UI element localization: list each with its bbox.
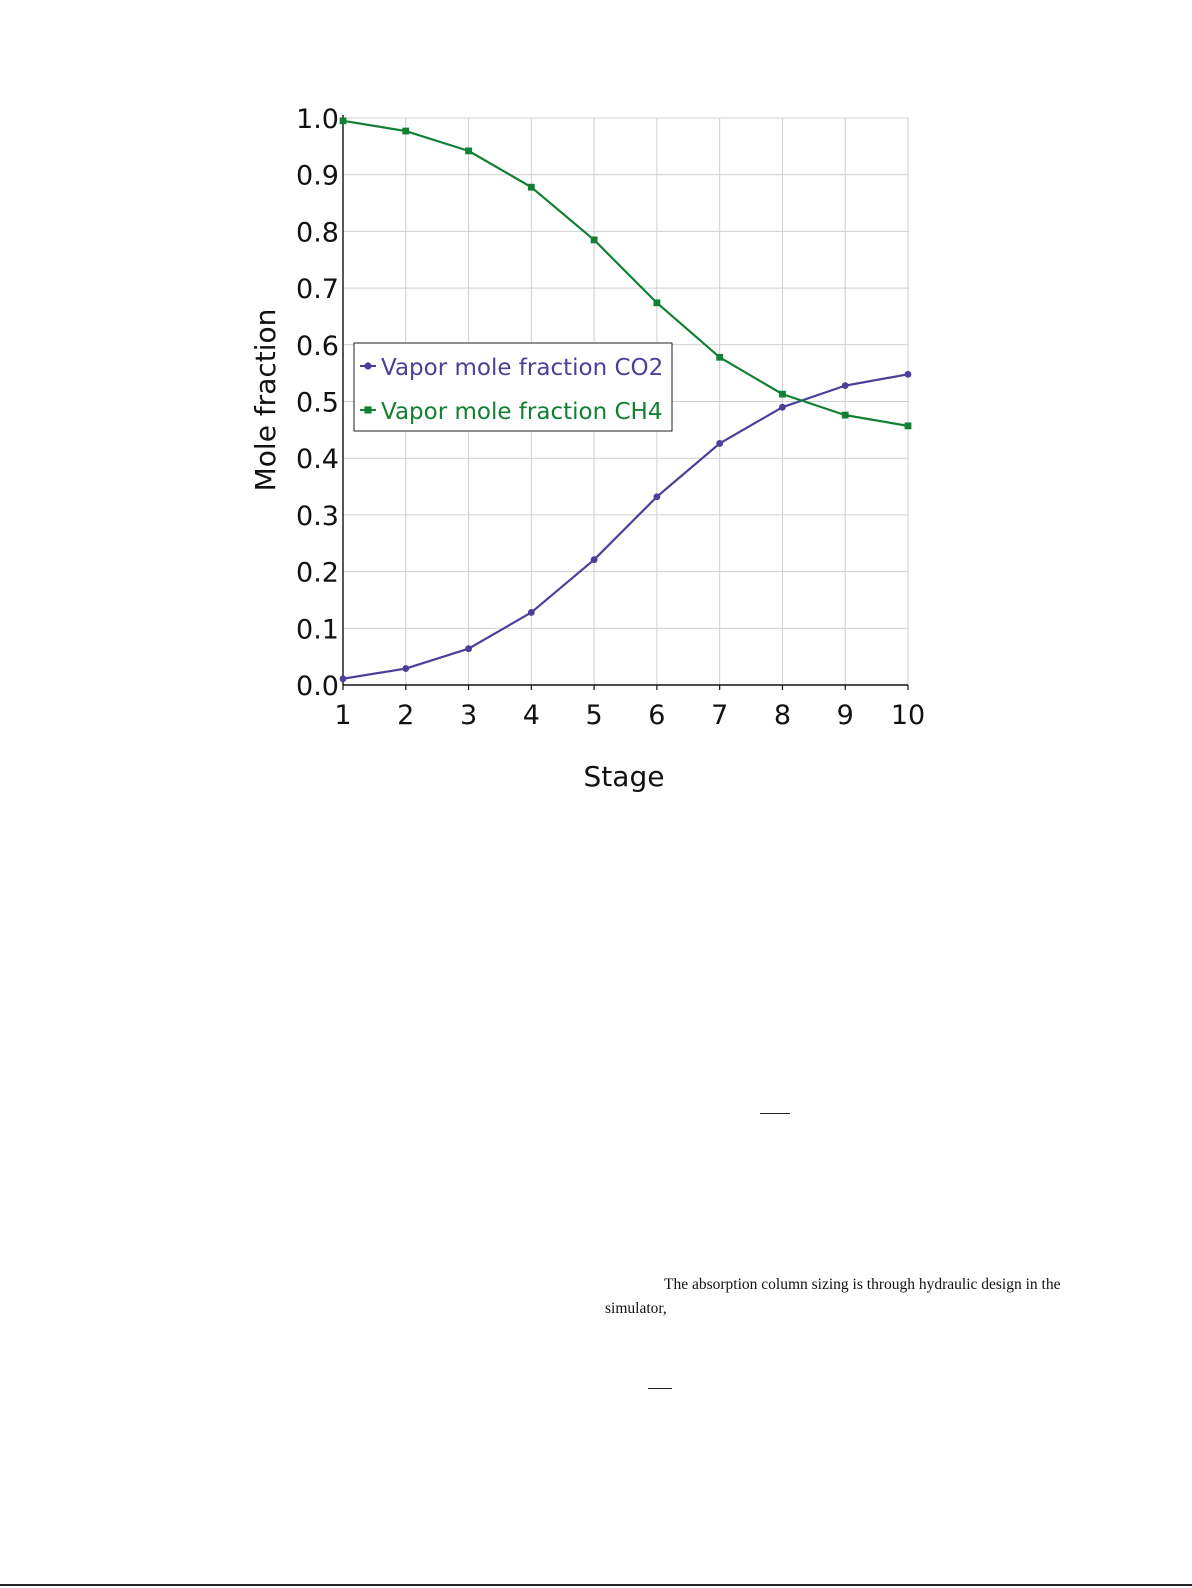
data-point (904, 422, 912, 430)
data-point (841, 382, 849, 390)
data-point (402, 127, 410, 135)
equation-fraction-bar (648, 1388, 672, 1389)
y-tick-label: 1.0 (296, 104, 339, 135)
page-bottom-rule (0, 1584, 1192, 1586)
data-point (653, 299, 661, 307)
series-co2 (339, 370, 912, 683)
series-ch4 (339, 117, 912, 430)
data-point (527, 183, 535, 191)
legend-label: Vapor mole fraction CO2 (381, 355, 663, 381)
legend: Vapor mole fraction CO2 Vapor mole fracti… (353, 342, 673, 432)
data-point (465, 645, 472, 653)
x-tick-label: 1 (334, 700, 351, 731)
data-point (716, 353, 724, 361)
data-point (779, 390, 786, 398)
x-tick-label: 9 (837, 700, 854, 731)
data-point (339, 117, 347, 125)
series-line (342, 119, 909, 427)
x-axis-title: Stage (584, 760, 665, 793)
data-point (904, 370, 912, 378)
data-point (716, 440, 724, 447)
x-tick-label: 7 (711, 700, 728, 731)
data-point (590, 556, 598, 564)
legend-box (353, 342, 673, 432)
y-tick-label: 0.9 (296, 161, 339, 192)
x-tick-label: 10 (891, 700, 925, 731)
x-tick-label: 2 (397, 700, 414, 731)
y-tick-label: 0.5 (296, 388, 339, 419)
legend-label: Vapor mole fraction CH4 (381, 399, 662, 425)
x-tick-label: 5 (586, 700, 603, 731)
paragraph-line-2: simulator, (605, 1300, 667, 1317)
y-tick-label: 0.6 (296, 331, 339, 362)
y-tick-label: 0.7 (296, 274, 339, 305)
data-point (590, 236, 598, 244)
y-tick-label: 0.2 (296, 558, 339, 589)
y-tick-label: 0.0 (296, 671, 339, 702)
y-tick-labels: 0.0 0.1 0.2 0.3 0.4 0.5 0.6 0.7 0.8 0.9 1.0 (296, 104, 339, 702)
series-group (339, 117, 912, 683)
legend-swatch-marker (364, 406, 372, 414)
x-tick-label: 4 (523, 700, 540, 731)
data-point (653, 493, 661, 501)
x-tick-label: 8 (774, 700, 791, 731)
data-point (779, 403, 786, 411)
line-chart: 0.0 0.1 0.2 0.3 0.4 0.5 0.6 0.7 0.8 0.9 1.0 1 2 3 4 5 6… (249, 104, 925, 793)
y-tick-label: 0.3 (296, 501, 339, 532)
x-tick-label: 6 (648, 700, 665, 731)
y-axis-title: Mole fraction (249, 309, 282, 492)
legend-swatch-marker (364, 362, 372, 370)
x-tick-label: 3 (460, 700, 477, 731)
axes (342, 115, 909, 690)
y-tick-label: 0.8 (296, 217, 339, 248)
data-point (841, 411, 849, 419)
data-point (339, 675, 347, 683)
equation-fraction-bar (760, 1113, 790, 1114)
data-point (465, 147, 472, 155)
data-point (402, 665, 410, 672)
x-tick-labels: 1 2 3 4 5 6 7 8 9 10 (334, 700, 925, 731)
y-tick-label: 0.1 (296, 614, 339, 645)
series-line (342, 373, 909, 680)
y-tick-label: 0.4 (296, 444, 339, 475)
data-point (527, 609, 535, 616)
paragraph-line-1: The absorption column sizing is through … (664, 1276, 1061, 1293)
